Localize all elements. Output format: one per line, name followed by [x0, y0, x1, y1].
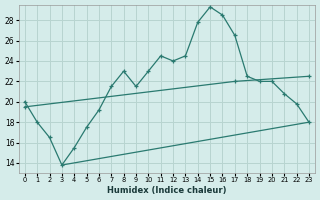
X-axis label: Humidex (Indice chaleur): Humidex (Indice chaleur) — [107, 186, 227, 195]
